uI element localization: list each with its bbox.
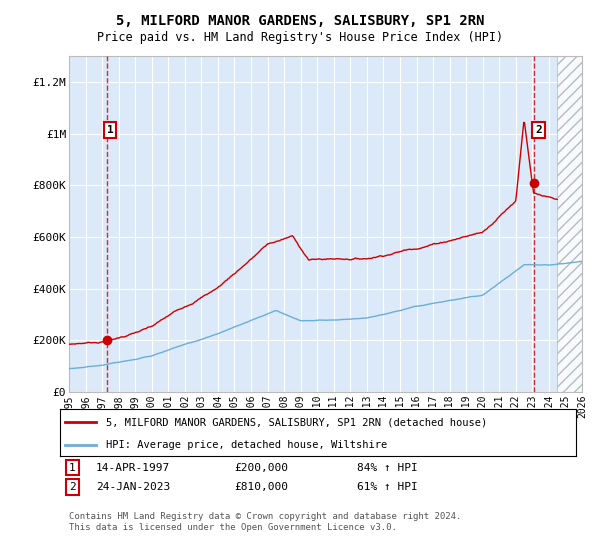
Text: £810,000: £810,000	[234, 482, 288, 492]
Text: HPI: Average price, detached house, Wiltshire: HPI: Average price, detached house, Wilt…	[106, 440, 388, 450]
Text: 1: 1	[69, 463, 76, 473]
Text: 2: 2	[69, 482, 76, 492]
Text: 14-APR-1997: 14-APR-1997	[96, 463, 170, 473]
Text: 84% ↑ HPI: 84% ↑ HPI	[357, 463, 418, 473]
Text: 5, MILFORD MANOR GARDENS, SALISBURY, SP1 2RN: 5, MILFORD MANOR GARDENS, SALISBURY, SP1…	[116, 14, 484, 28]
Text: 61% ↑ HPI: 61% ↑ HPI	[357, 482, 418, 492]
Text: Price paid vs. HM Land Registry's House Price Index (HPI): Price paid vs. HM Land Registry's House …	[97, 31, 503, 44]
Text: 5, MILFORD MANOR GARDENS, SALISBURY, SP1 2RN (detached house): 5, MILFORD MANOR GARDENS, SALISBURY, SP1…	[106, 417, 488, 427]
Text: 1: 1	[107, 125, 113, 135]
Text: 2: 2	[535, 125, 542, 135]
Text: £200,000: £200,000	[234, 463, 288, 473]
Text: 24-JAN-2023: 24-JAN-2023	[96, 482, 170, 492]
Bar	[557, 56, 582, 392]
Text: Contains HM Land Registry data © Crown copyright and database right 2024.
This d: Contains HM Land Registry data © Crown c…	[69, 512, 461, 532]
